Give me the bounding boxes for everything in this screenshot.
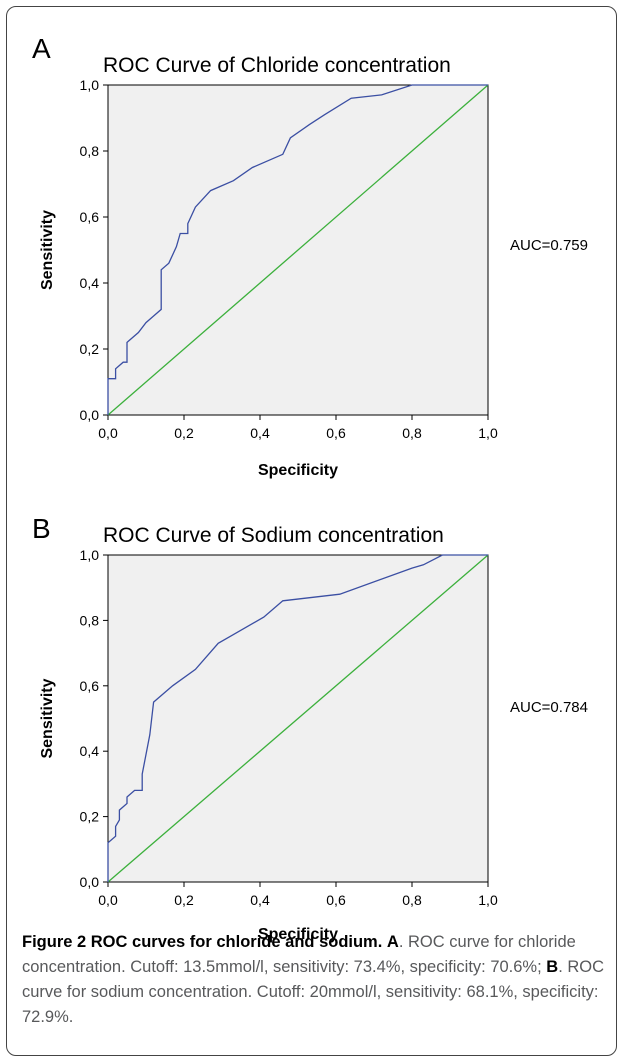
chart-title: ROC Curve of Sodium concentration <box>103 524 444 547</box>
auc-annotation: AUC=0.784 <box>510 699 588 716</box>
x-tick-label: 0,0 <box>98 892 118 908</box>
y-tick-label: 0,8 <box>80 612 100 628</box>
panel-letter: A <box>32 33 51 64</box>
x-axis-title: Specificity <box>258 462 338 479</box>
x-tick-label: 0,2 <box>174 892 194 908</box>
caption-title: Figure 2 ROC curves for chloride and sod… <box>22 933 383 951</box>
chart-title: ROC Curve of Chloride concentration <box>103 54 451 77</box>
x-tick-label: 0,4 <box>250 892 270 908</box>
x-tick-label: 0,6 <box>326 425 346 441</box>
caption-part-a-label: A <box>386 933 399 951</box>
auc-annotation: AUC=0.759 <box>510 237 588 254</box>
y-tick-label: 0,0 <box>80 407 100 423</box>
y-axis-title: Sensitivity <box>39 678 56 758</box>
x-tick-label: 1,0 <box>478 892 498 908</box>
y-axis-title: Sensitivity <box>39 210 56 290</box>
reference-diagonal-line <box>107 554 489 883</box>
chart-panel-b: B ROC Curve of Sodium concentration 0,0 0,2… <box>20 512 610 972</box>
x-tick-label: 0,6 <box>326 892 346 908</box>
y-tick-label: 0,4 <box>80 743 100 759</box>
x-tick-label: 0,8 <box>402 892 422 908</box>
x-tick-label: 0,4 <box>250 425 270 441</box>
caption-part-a-text: . ROC curve for chloride concentration. … <box>22 933 576 976</box>
caption-part-b-text: . ROC curve for sodium concentration. Cu… <box>22 958 605 1026</box>
y-tick-label: 0,8 <box>80 143 100 159</box>
y-tick-label: 0,2 <box>80 809 100 825</box>
figure-frame <box>6 6 617 1056</box>
y-tick-label: 0,4 <box>80 275 100 291</box>
x-axis-title: Specificity <box>258 926 338 943</box>
y-tick-label: 1,0 <box>80 547 100 563</box>
caption-part-b-label: B <box>546 958 559 976</box>
reference-diagonal-line <box>107 84 489 416</box>
y-tick-label: 0,2 <box>80 341 100 357</box>
roc-curve-line <box>107 84 488 415</box>
figure-caption: Figure 2 ROC curves for chloride and sod… <box>22 930 612 1030</box>
y-tick-label: 1,0 <box>80 77 100 93</box>
chart-svg-a: A ROC Curve of Chloride concentration 0,0 0… <box>32 33 588 479</box>
panel-letter: B <box>32 513 51 544</box>
y-tick-label: 0,6 <box>80 678 100 694</box>
chart-svg-b: B ROC Curve of Sodium concentration 0,0 0,2… <box>32 513 588 943</box>
x-tick-label: 0,0 <box>98 425 118 441</box>
x-tick-label: 0,8 <box>402 425 422 441</box>
chart-panel-a: A ROC Curve of Chloride concentration 0,0 0… <box>20 20 610 480</box>
x-tick-label: 0,2 <box>174 425 194 441</box>
y-tick-label: 0,6 <box>80 209 100 225</box>
x-tick-label: 1,0 <box>478 425 498 441</box>
roc-curve-line <box>107 554 488 882</box>
y-tick-label: 0,0 <box>80 874 100 890</box>
